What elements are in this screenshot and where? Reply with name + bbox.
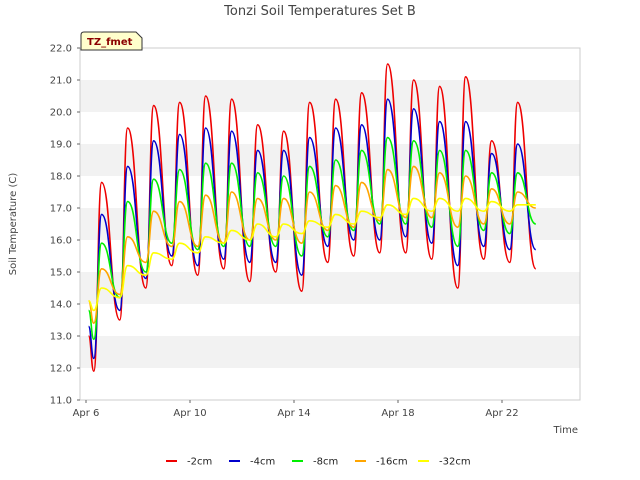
y-axis-label: Soil Temperature (C) <box>8 173 19 276</box>
badge-label: TZ_fmet <box>87 37 133 48</box>
grid-band <box>80 144 580 176</box>
y-tick-label: 18.0 <box>50 172 72 183</box>
y-tick-label: 19.0 <box>50 140 72 151</box>
series-line-neg2cm <box>87 63 537 372</box>
station-badge: TZ_fmet <box>80 31 143 51</box>
grid-band <box>80 368 580 400</box>
series-line-neg32cm <box>88 197 536 312</box>
y-tick-label: 21.0 <box>50 76 72 87</box>
x-axis: Apr 6 Apr 10 Apr 14 Apr 18 Apr 22 <box>73 400 519 419</box>
y-tick-label: 15.0 <box>50 268 72 279</box>
grid-band <box>80 112 580 144</box>
grid-band <box>80 48 580 80</box>
x-tick-label: Apr 18 <box>381 408 414 419</box>
legend: -2cm -4cm -8cm -16cm -32cm <box>166 457 471 468</box>
y-tick-label: 14.0 <box>50 300 72 311</box>
x-tick-label: Apr 22 <box>485 408 518 419</box>
grid-band <box>80 304 580 336</box>
grid-band <box>80 336 580 368</box>
legend-label: -8cm <box>313 457 338 468</box>
x-axis-label: Time <box>553 425 578 436</box>
grid-band <box>80 80 580 112</box>
y-tick-label: 17.0 <box>50 204 72 215</box>
y-tick-label: 22.0 <box>50 44 72 55</box>
chart-title: Tonzi Soil Temperatures Set B <box>223 4 416 19</box>
grid-band <box>80 272 580 304</box>
x-tick-label: Apr 10 <box>173 408 206 419</box>
series-line-neg16cm <box>87 165 536 324</box>
plot-frame <box>79 47 581 401</box>
legend-label: -32cm <box>439 457 471 468</box>
series-layer <box>87 63 537 372</box>
legend-label: -16cm <box>376 457 408 468</box>
y-tick-label: 13.0 <box>50 332 72 343</box>
x-tick-label: Apr 6 <box>73 408 100 419</box>
y-tick-label: 16.0 <box>50 236 72 247</box>
legend-label: -4cm <box>250 457 275 468</box>
y-tick-label: 20.0 <box>50 108 72 119</box>
y-tick-label: 12.0 <box>50 364 72 375</box>
y-tick-label: 11.0 <box>50 396 72 407</box>
badge-box <box>80 31 143 51</box>
y-axis: 11.0 12.0 13.0 14.0 15.0 16.0 17.0 18.0 19.0 20.0… <box>50 44 80 407</box>
legend-label: -2cm <box>187 457 212 468</box>
x-tick-label: Apr 14 <box>277 408 310 419</box>
